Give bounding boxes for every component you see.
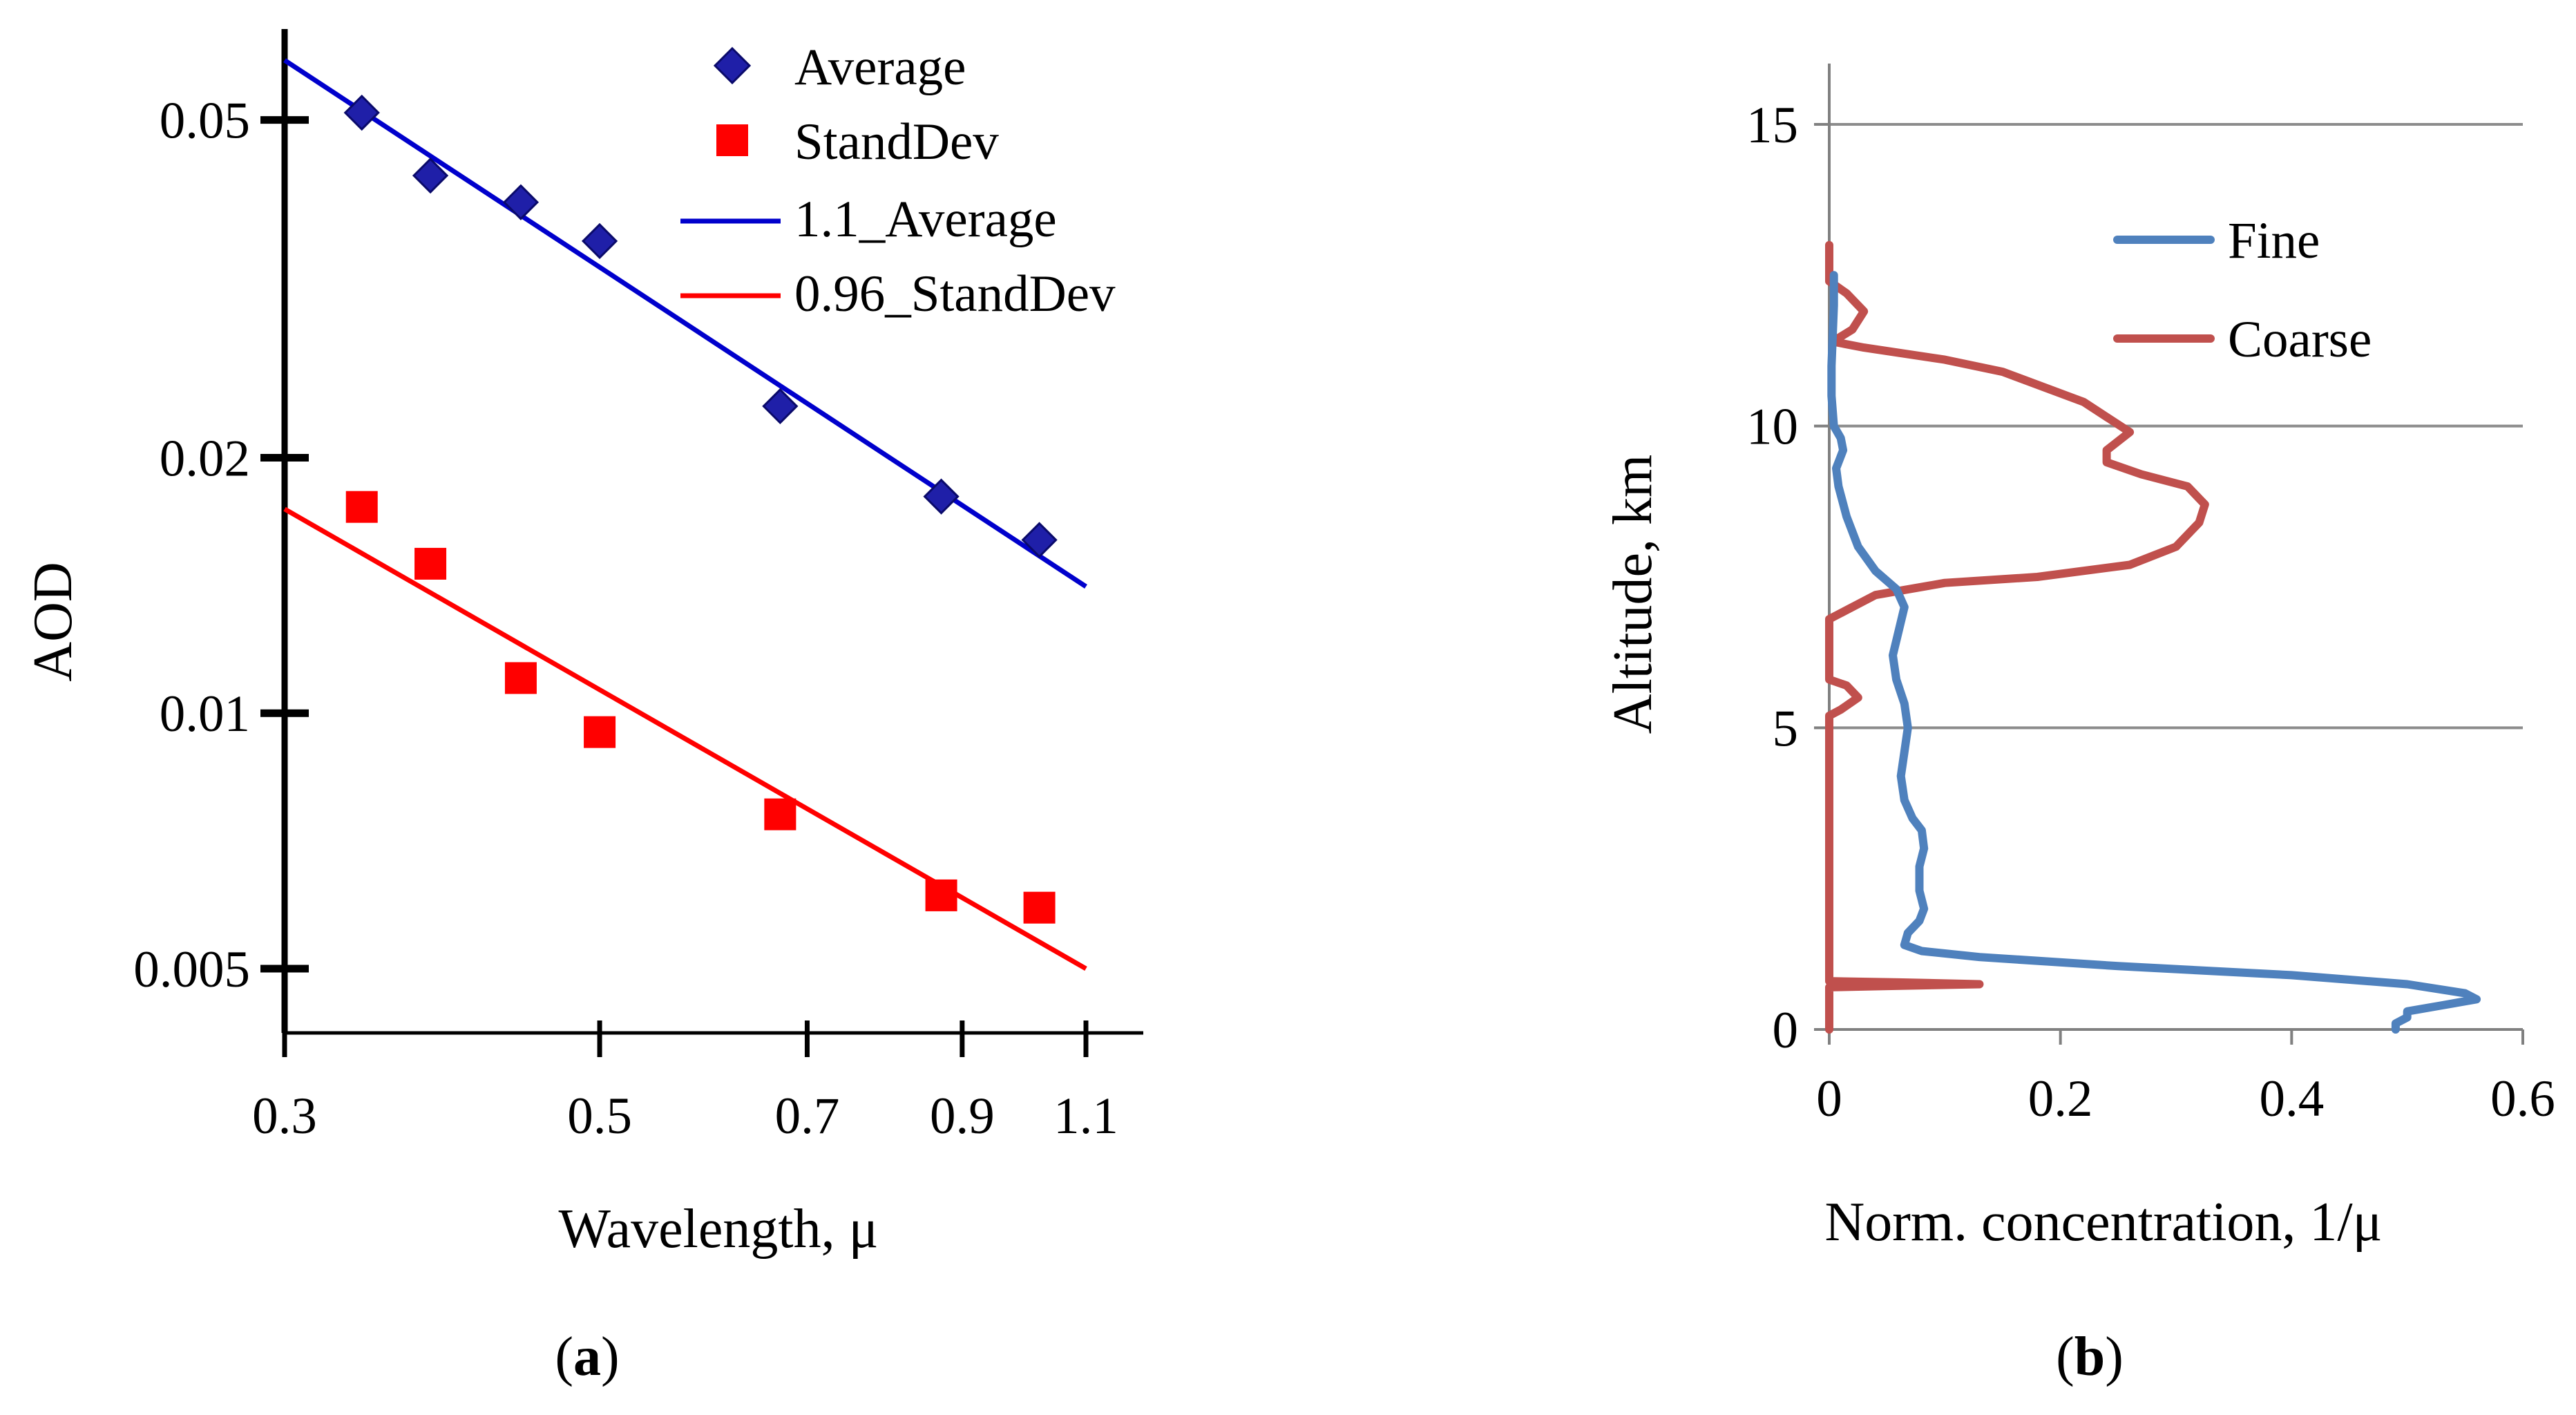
- chart-b: 0 5 10 15 0 0.2 0.4 0.6 Norm. concentration, 1/…: [1603, 64, 2555, 1387]
- legend-average-marker: [713, 46, 752, 85]
- b-y-tick-label: 0: [1773, 1002, 1799, 1059]
- a-point-standdev: [584, 716, 616, 748]
- legend-standdev-marker: [716, 124, 748, 156]
- a-legend: Average StandDev 1.1_Average 0.96_StandD…: [680, 39, 1116, 323]
- a-point-average: [412, 158, 449, 194]
- a-y-tick-label: 0.005: [133, 941, 250, 998]
- b-x-axis-title: Norm. concentration, 1/μ: [1824, 1192, 2382, 1253]
- b-series-coarse: [1825, 240, 2209, 1034]
- legend-standdev-label: StandDev: [794, 113, 999, 171]
- a-point-standdev: [345, 491, 378, 523]
- a-point-average: [343, 95, 380, 131]
- a-x-tick-label: 1.1: [1053, 1088, 1118, 1145]
- b-x-tick-label: 0: [1816, 1070, 1842, 1128]
- a-y-axis-title: AOD: [23, 562, 84, 681]
- chart-a: 0.005 0.01 0.02 0.05 0.3 0.5 0.7 0.9 1.1 Wavelen…: [23, 29, 1143, 1387]
- a-point-standdev: [764, 798, 796, 830]
- a-x-tick-label: 0.3: [252, 1088, 317, 1145]
- b-y-tick-label: 15: [1746, 97, 1798, 154]
- a-fit-line-0-96-standdev: [283, 506, 1087, 971]
- a-x-axis-title: Wavelength, μ: [559, 1199, 879, 1260]
- a-point-standdev: [925, 879, 957, 911]
- a-point-average: [502, 184, 540, 220]
- a-point-average: [923, 478, 960, 515]
- legend-average-label: Average: [794, 39, 966, 96]
- legend-sd-fit-label: 0.96_StandDev: [794, 265, 1116, 323]
- a-point-standdev: [414, 547, 447, 580]
- legend-avg-fit-label: 1.1_Average: [794, 191, 1057, 248]
- b-y-axis-title: Altitude, km: [1603, 455, 1663, 734]
- b-y-tick-label: 10: [1746, 399, 1798, 456]
- b-legend: Fine Coarse: [2113, 212, 2372, 368]
- legend-coarse-label: Coarse: [2228, 311, 2372, 368]
- b-series-fine: [1827, 271, 2481, 1034]
- a-point-standdev: [504, 662, 537, 694]
- a-x-tick-label: 0.7: [775, 1088, 840, 1145]
- a-y-tick-label: 0.02: [160, 430, 250, 487]
- b-x-tick-label: 0.2: [2028, 1070, 2093, 1128]
- a-point-average: [762, 388, 799, 425]
- a-x-tick-label: 0.9: [930, 1088, 995, 1145]
- panel-label-a: (a): [555, 1327, 619, 1387]
- a-point-average: [1021, 522, 1058, 558]
- a-point-standdev: [1023, 891, 1056, 924]
- a-y-tick-label: 0.01: [160, 685, 250, 743]
- legend-fine-label: Fine: [2228, 212, 2320, 269]
- a-point-average: [581, 222, 618, 260]
- a-y-tick-label: 0.05: [160, 93, 250, 150]
- a-x-tick-label: 0.5: [567, 1088, 632, 1145]
- b-x-tick-label: 0.4: [2259, 1070, 2324, 1128]
- b-y-tick-label: 5: [1773, 700, 1799, 757]
- b-x-tick-label: 0.6: [2490, 1070, 2555, 1128]
- panel-label-b: (b): [2056, 1327, 2124, 1387]
